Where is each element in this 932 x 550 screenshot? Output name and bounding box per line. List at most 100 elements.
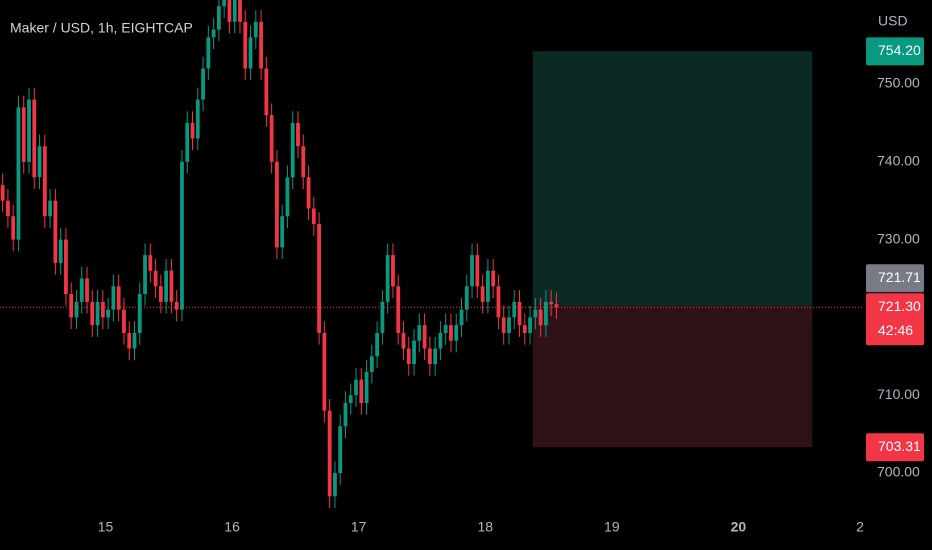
candle-body <box>301 146 306 178</box>
candle-body <box>480 286 485 302</box>
plot-area <box>0 0 862 508</box>
candle-body <box>37 146 42 178</box>
candle-body <box>222 0 227 7</box>
candle-body <box>253 21 258 38</box>
price-label-box <box>866 293 924 346</box>
candle-body <box>512 301 517 318</box>
candle-body <box>195 99 200 139</box>
candle-body <box>422 325 427 349</box>
x-tick-label: 15 <box>98 519 114 535</box>
candle-body <box>11 216 16 240</box>
candle-body <box>380 301 385 333</box>
candle-body <box>95 301 100 326</box>
candle-body <box>143 255 147 295</box>
price-label-box <box>866 37 924 66</box>
candle-body <box>69 294 74 318</box>
countdown: 42:46 <box>878 322 913 338</box>
candle-body <box>111 286 116 310</box>
x-tick-label: 17 <box>351 519 367 535</box>
x-tick-label: 2 <box>856 519 864 535</box>
candle-body <box>79 278 84 302</box>
candle-body <box>280 216 285 248</box>
candle-body <box>454 325 459 341</box>
candle-body <box>501 317 506 333</box>
candle-body <box>517 301 522 326</box>
candle-body <box>180 161 184 310</box>
candle-body <box>232 0 237 22</box>
candle-body <box>522 325 527 333</box>
candle-body <box>549 301 554 305</box>
candle-body <box>269 115 274 162</box>
candle-body <box>190 122 195 139</box>
x-tick-label: 19 <box>604 519 620 535</box>
candle-body <box>153 270 158 287</box>
candle-body <box>343 402 348 427</box>
candle-body <box>211 29 216 38</box>
candle-body <box>227 0 232 22</box>
x-tick-label: 18 <box>477 519 493 535</box>
candle-body <box>174 301 179 310</box>
y-tick-label: 700.00 <box>877 464 920 480</box>
candle-body <box>507 317 511 333</box>
candle-body <box>90 301 95 326</box>
y-tick-label: 750.00 <box>877 75 920 91</box>
candle-body <box>0 185 5 201</box>
y-tick-label: 710.00 <box>877 386 920 402</box>
candle-body <box>375 332 380 357</box>
candle-body <box>417 325 422 341</box>
candle-body <box>391 255 395 287</box>
price-label: 754.20 <box>878 42 921 58</box>
candle-body <box>259 21 263 69</box>
candle-body <box>433 348 438 365</box>
candle-body <box>164 270 169 302</box>
candle-body <box>354 379 358 396</box>
profit-zone <box>532 51 813 306</box>
candle-body <box>327 410 332 497</box>
candle-body <box>306 177 311 209</box>
candle-body <box>554 304 559 308</box>
y-tick-label: 730.00 <box>877 230 920 246</box>
candle-body <box>238 0 242 22</box>
candle-body <box>27 99 31 162</box>
candle-body <box>206 37 211 69</box>
candle-body <box>369 356 374 372</box>
candle-body <box>58 239 63 263</box>
candle-body <box>538 309 543 326</box>
x-tick-label: 16 <box>224 519 240 535</box>
candle-body <box>16 107 21 240</box>
candle-body <box>275 161 279 248</box>
candle-body <box>459 309 464 326</box>
price-label: 721.71 <box>878 269 921 285</box>
price-label: 721.30 <box>878 298 921 314</box>
candle-body <box>317 224 321 333</box>
candle-body <box>296 122 300 147</box>
candle-body <box>248 37 253 69</box>
candle-body <box>470 255 474 287</box>
price-label: 703.31 <box>878 438 921 454</box>
candle-body <box>406 348 411 365</box>
y-tick-label: 740.00 <box>877 153 920 169</box>
candle-body <box>116 286 121 310</box>
candle-body <box>106 309 111 318</box>
candle-body <box>285 177 290 217</box>
candle-body <box>449 325 453 341</box>
candle-body <box>48 200 53 217</box>
candle-body <box>443 325 448 333</box>
candle-body <box>100 301 105 318</box>
candle-body <box>127 332 132 349</box>
candle-body <box>544 301 548 326</box>
candle-body <box>185 122 190 162</box>
candle-body <box>290 122 295 178</box>
candle-body <box>64 239 68 295</box>
candle-body <box>385 255 390 302</box>
candle-body <box>528 317 532 333</box>
candle-body <box>74 301 79 318</box>
candle-body <box>85 278 89 302</box>
candle-body <box>485 270 490 302</box>
candle-body <box>427 348 432 365</box>
price-axis: 700.00710.00720.00730.00740.00750.00754.… <box>862 0 932 550</box>
candle-body <box>264 68 269 116</box>
candle-body <box>322 332 327 411</box>
candle-body <box>216 6 221 30</box>
